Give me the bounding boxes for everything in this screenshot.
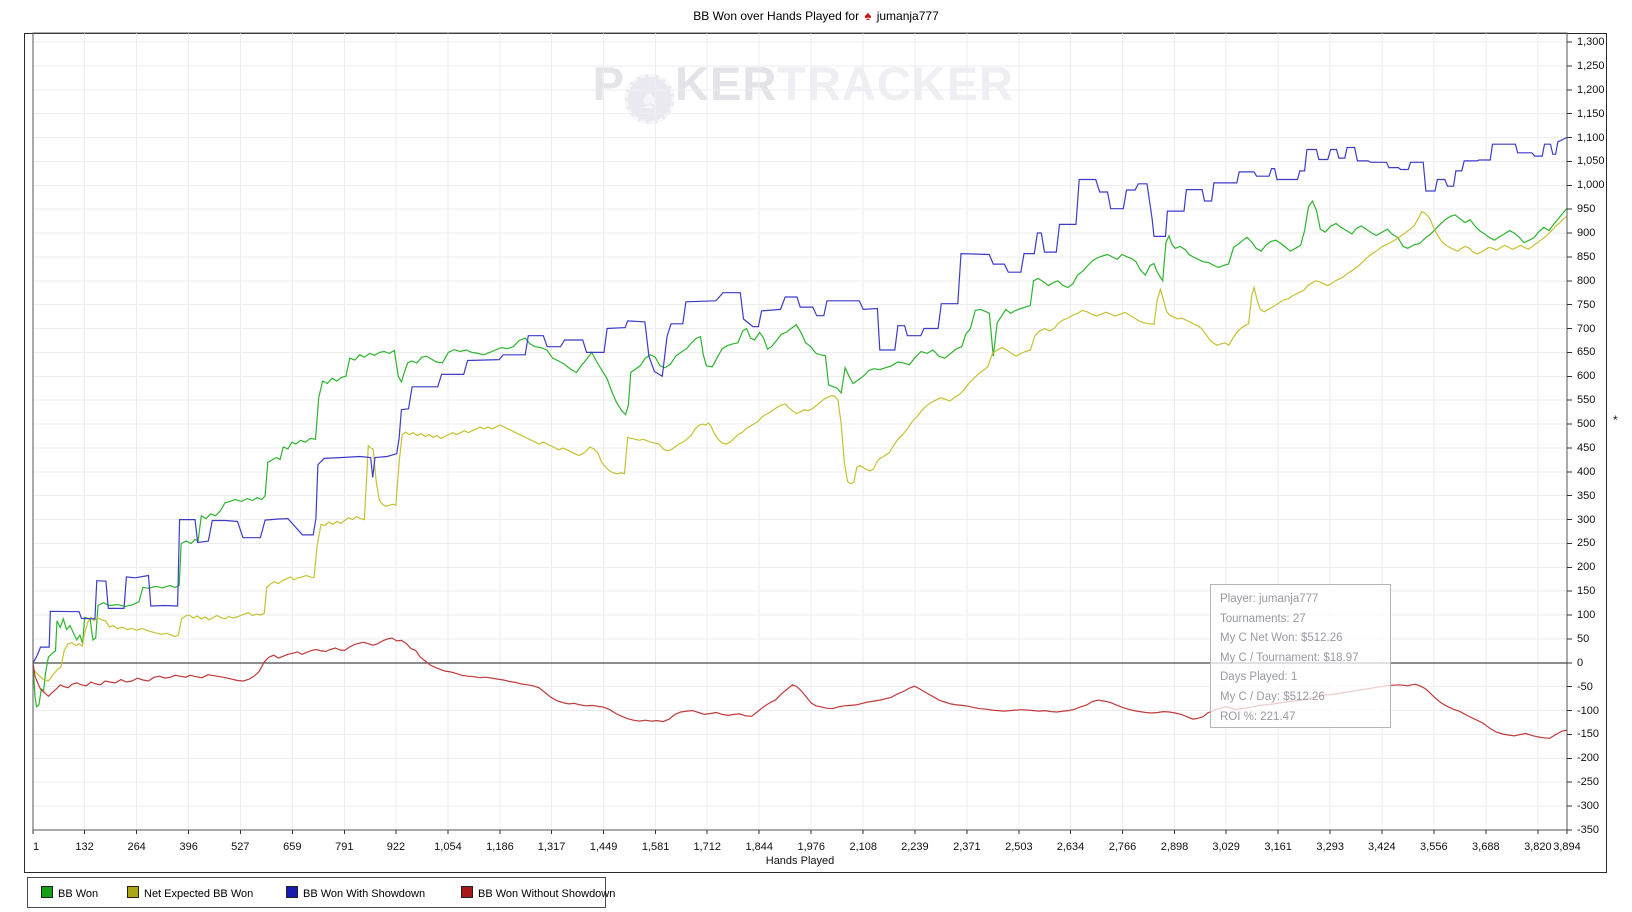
y-axis-tick-label: 550 [1577, 394, 1596, 407]
y-axis-tick-label: 50 [1577, 632, 1590, 645]
y-axis-tick-label: 0 [1577, 656, 1584, 669]
y-axis-tick-label: 150 [1577, 585, 1596, 598]
x-axis-tick-label: 2,766 [1108, 841, 1137, 853]
legend-swatch-icon [461, 886, 473, 898]
legend-swatch-icon [286, 886, 298, 898]
player-stat-line: Days Played: 1 [1220, 671, 1298, 684]
player-stat-line: My C / Day: $512.26 [1220, 690, 1325, 703]
y-axis-tick-label: 100 [1577, 609, 1596, 622]
player-stats-tooltip[interactable]: Player: jumanja777 Tournaments: 27 My C Ne… [1210, 584, 1391, 728]
x-axis-tick-label: 3,161 [1264, 841, 1292, 853]
legend-label: BB Won [58, 888, 99, 900]
y-axis-tick-label: 600 [1577, 370, 1596, 383]
poker-chip-icon: ♠ [625, 74, 676, 124]
x-axis-tick-label: 396 [179, 841, 198, 853]
y-axis-tick-label: 1,300 [1577, 36, 1605, 48]
plot-frame [32, 32, 1568, 831]
x-axis-tick-label: 2,239 [901, 841, 929, 853]
x-axis-tick-label: 3,820 [1524, 841, 1552, 853]
x-axis-tick-label: 2,108 [849, 841, 877, 853]
x-axis-tick-label: 1,581 [641, 841, 670, 853]
chart-title: BB Won over Hands Played for ♠ jumanja77… [0, 8, 1632, 23]
y-axis-tick-label: 400 [1577, 465, 1596, 478]
x-axis-tick-label: 1,712 [693, 841, 721, 853]
player-stat-line: My C Net Won: $512.26 [1220, 632, 1343, 645]
legend-swatch-icon [41, 886, 53, 898]
y-axis-tick-label: 1,250 [1577, 59, 1605, 72]
x-axis-tick-label: 1,449 [589, 841, 618, 853]
y-axis-tick-label: 1,000 [1577, 179, 1605, 192]
series-line-bb-won-with-showdown [32, 136, 1568, 664]
x-axis-tick-label: 922 [386, 841, 406, 853]
x-axis-title: Hands Played [765, 855, 835, 867]
chart-title-text: BB Won over Hands Played for [693, 9, 860, 23]
y-axis-tick-label: -200 [1577, 752, 1600, 765]
legend-item-bb-won-without-showdown[interactable]: BB Won Without Showdown [461, 886, 615, 900]
series-line-net-expected-bb-won [32, 210, 1568, 682]
x-axis-tick-label: 3,688 [1472, 841, 1500, 853]
y-axis-tick-label: 1,100 [1577, 131, 1605, 144]
legend-item-net-expected-bb-won[interactable]: Net Expected BB Won [127, 886, 253, 900]
y-axis-tick-label: -300 [1577, 800, 1600, 813]
y-axis-tick-label: 900 [1577, 227, 1596, 240]
x-axis-tick-label: 1,317 [537, 841, 566, 853]
legend-label: Net Expected BB Won [144, 888, 254, 900]
x-axis-tick-label: 3,029 [1212, 841, 1240, 853]
player-stat-line: My C / Tournament: $18.97 [1220, 651, 1359, 664]
y-axis-tick-label: 700 [1577, 322, 1596, 335]
y-axis-tick-label: 300 [1577, 513, 1596, 526]
y-axis-tick-label: 650 [1577, 346, 1596, 359]
x-axis-tick-label: 659 [283, 841, 302, 853]
x-axis-tick-label: 1,054 [434, 841, 462, 853]
x-axis-tick-label: 3,894 [1553, 841, 1581, 853]
y-axis-tick-label: 1,050 [1577, 155, 1605, 168]
y-axis-tick-label: 350 [1577, 489, 1596, 502]
x-axis-tick-label: 1,844 [745, 841, 773, 853]
y-axis-tick-label: 250 [1577, 537, 1596, 550]
y-axis-tick-label: 200 [1577, 561, 1596, 574]
x-axis-tick-label: 3,556 [1420, 841, 1448, 853]
player-stat-line: Player: jumanja777 [1220, 593, 1319, 605]
x-axis-tick-label: 132 [75, 841, 94, 853]
legend-item-bb-won-with-showdown[interactable]: BB Won With Showdown [286, 886, 425, 900]
y-axis-tick-label: -150 [1577, 728, 1600, 741]
x-axis-tick-label: 2,634 [1056, 841, 1085, 853]
x-axis-tick-label: 2,371 [953, 841, 981, 853]
x-axis-tick-label: 2,898 [1160, 841, 1189, 853]
x-axis-tick-label: 3,293 [1316, 841, 1344, 853]
y-axis-tick-label: 500 [1577, 418, 1596, 431]
x-axis-tick-label: 264 [127, 841, 146, 853]
legend-swatch-icon [127, 886, 139, 898]
x-axis-tick-label: 1,976 [797, 841, 825, 853]
y-axis-title: * [1613, 413, 1618, 427]
y-axis-tick-label: -350 [1577, 824, 1600, 836]
x-axis-tick-label: 527 [231, 841, 250, 853]
y-axis-tick-label: -250 [1577, 776, 1600, 789]
y-axis-tick-label: -50 [1577, 680, 1593, 693]
y-axis-tick-label: 750 [1577, 298, 1596, 311]
legend-label: BB Won With Showdown [303, 888, 426, 900]
legend-label: BB Won Without Showdown [478, 888, 616, 900]
y-axis-tick-label: 1,150 [1577, 107, 1605, 120]
y-axis-tick-label: 800 [1577, 274, 1596, 287]
chart-title-player: jumanja777 [876, 9, 939, 23]
player-stat-line: ROI %: 221.47 [1220, 710, 1296, 723]
y-axis-tick-label: 850 [1577, 250, 1596, 263]
player-stat-line: Tournaments: 27 [1220, 612, 1306, 625]
series-line-bb-won [32, 199, 1568, 708]
y-axis-tick-label: 1,200 [1577, 83, 1605, 96]
x-axis-tick-label: 3,424 [1368, 841, 1396, 853]
x-axis-tick-label: 2,503 [1005, 841, 1033, 853]
pokerstars-spade-icon: ♠ [864, 8, 872, 23]
y-axis-tick-label: -100 [1577, 704, 1600, 717]
x-axis-tick-label: 791 [335, 841, 354, 853]
y-axis-tick-label: 950 [1577, 203, 1596, 216]
x-axis-tick-label: 1,186 [486, 841, 514, 853]
x-axis-tick-label: 1 [32, 841, 40, 853]
y-axis-tick-label: 450 [1577, 441, 1596, 454]
legend-item-bb-won[interactable]: BB Won [41, 886, 98, 900]
legend: BB Won Net Expected BB Won BB Won With Sho… [27, 877, 615, 908]
